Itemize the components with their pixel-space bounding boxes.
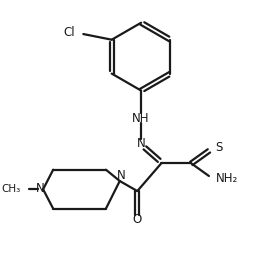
Text: NH₂: NH₂ — [216, 172, 238, 185]
Text: O: O — [133, 213, 142, 227]
Text: CH₃: CH₃ — [1, 184, 20, 194]
Text: N: N — [36, 182, 44, 195]
Text: S: S — [215, 141, 223, 154]
Text: NH: NH — [132, 112, 150, 125]
Text: N: N — [137, 137, 146, 150]
Text: Cl: Cl — [64, 26, 75, 39]
Text: N: N — [117, 169, 125, 182]
